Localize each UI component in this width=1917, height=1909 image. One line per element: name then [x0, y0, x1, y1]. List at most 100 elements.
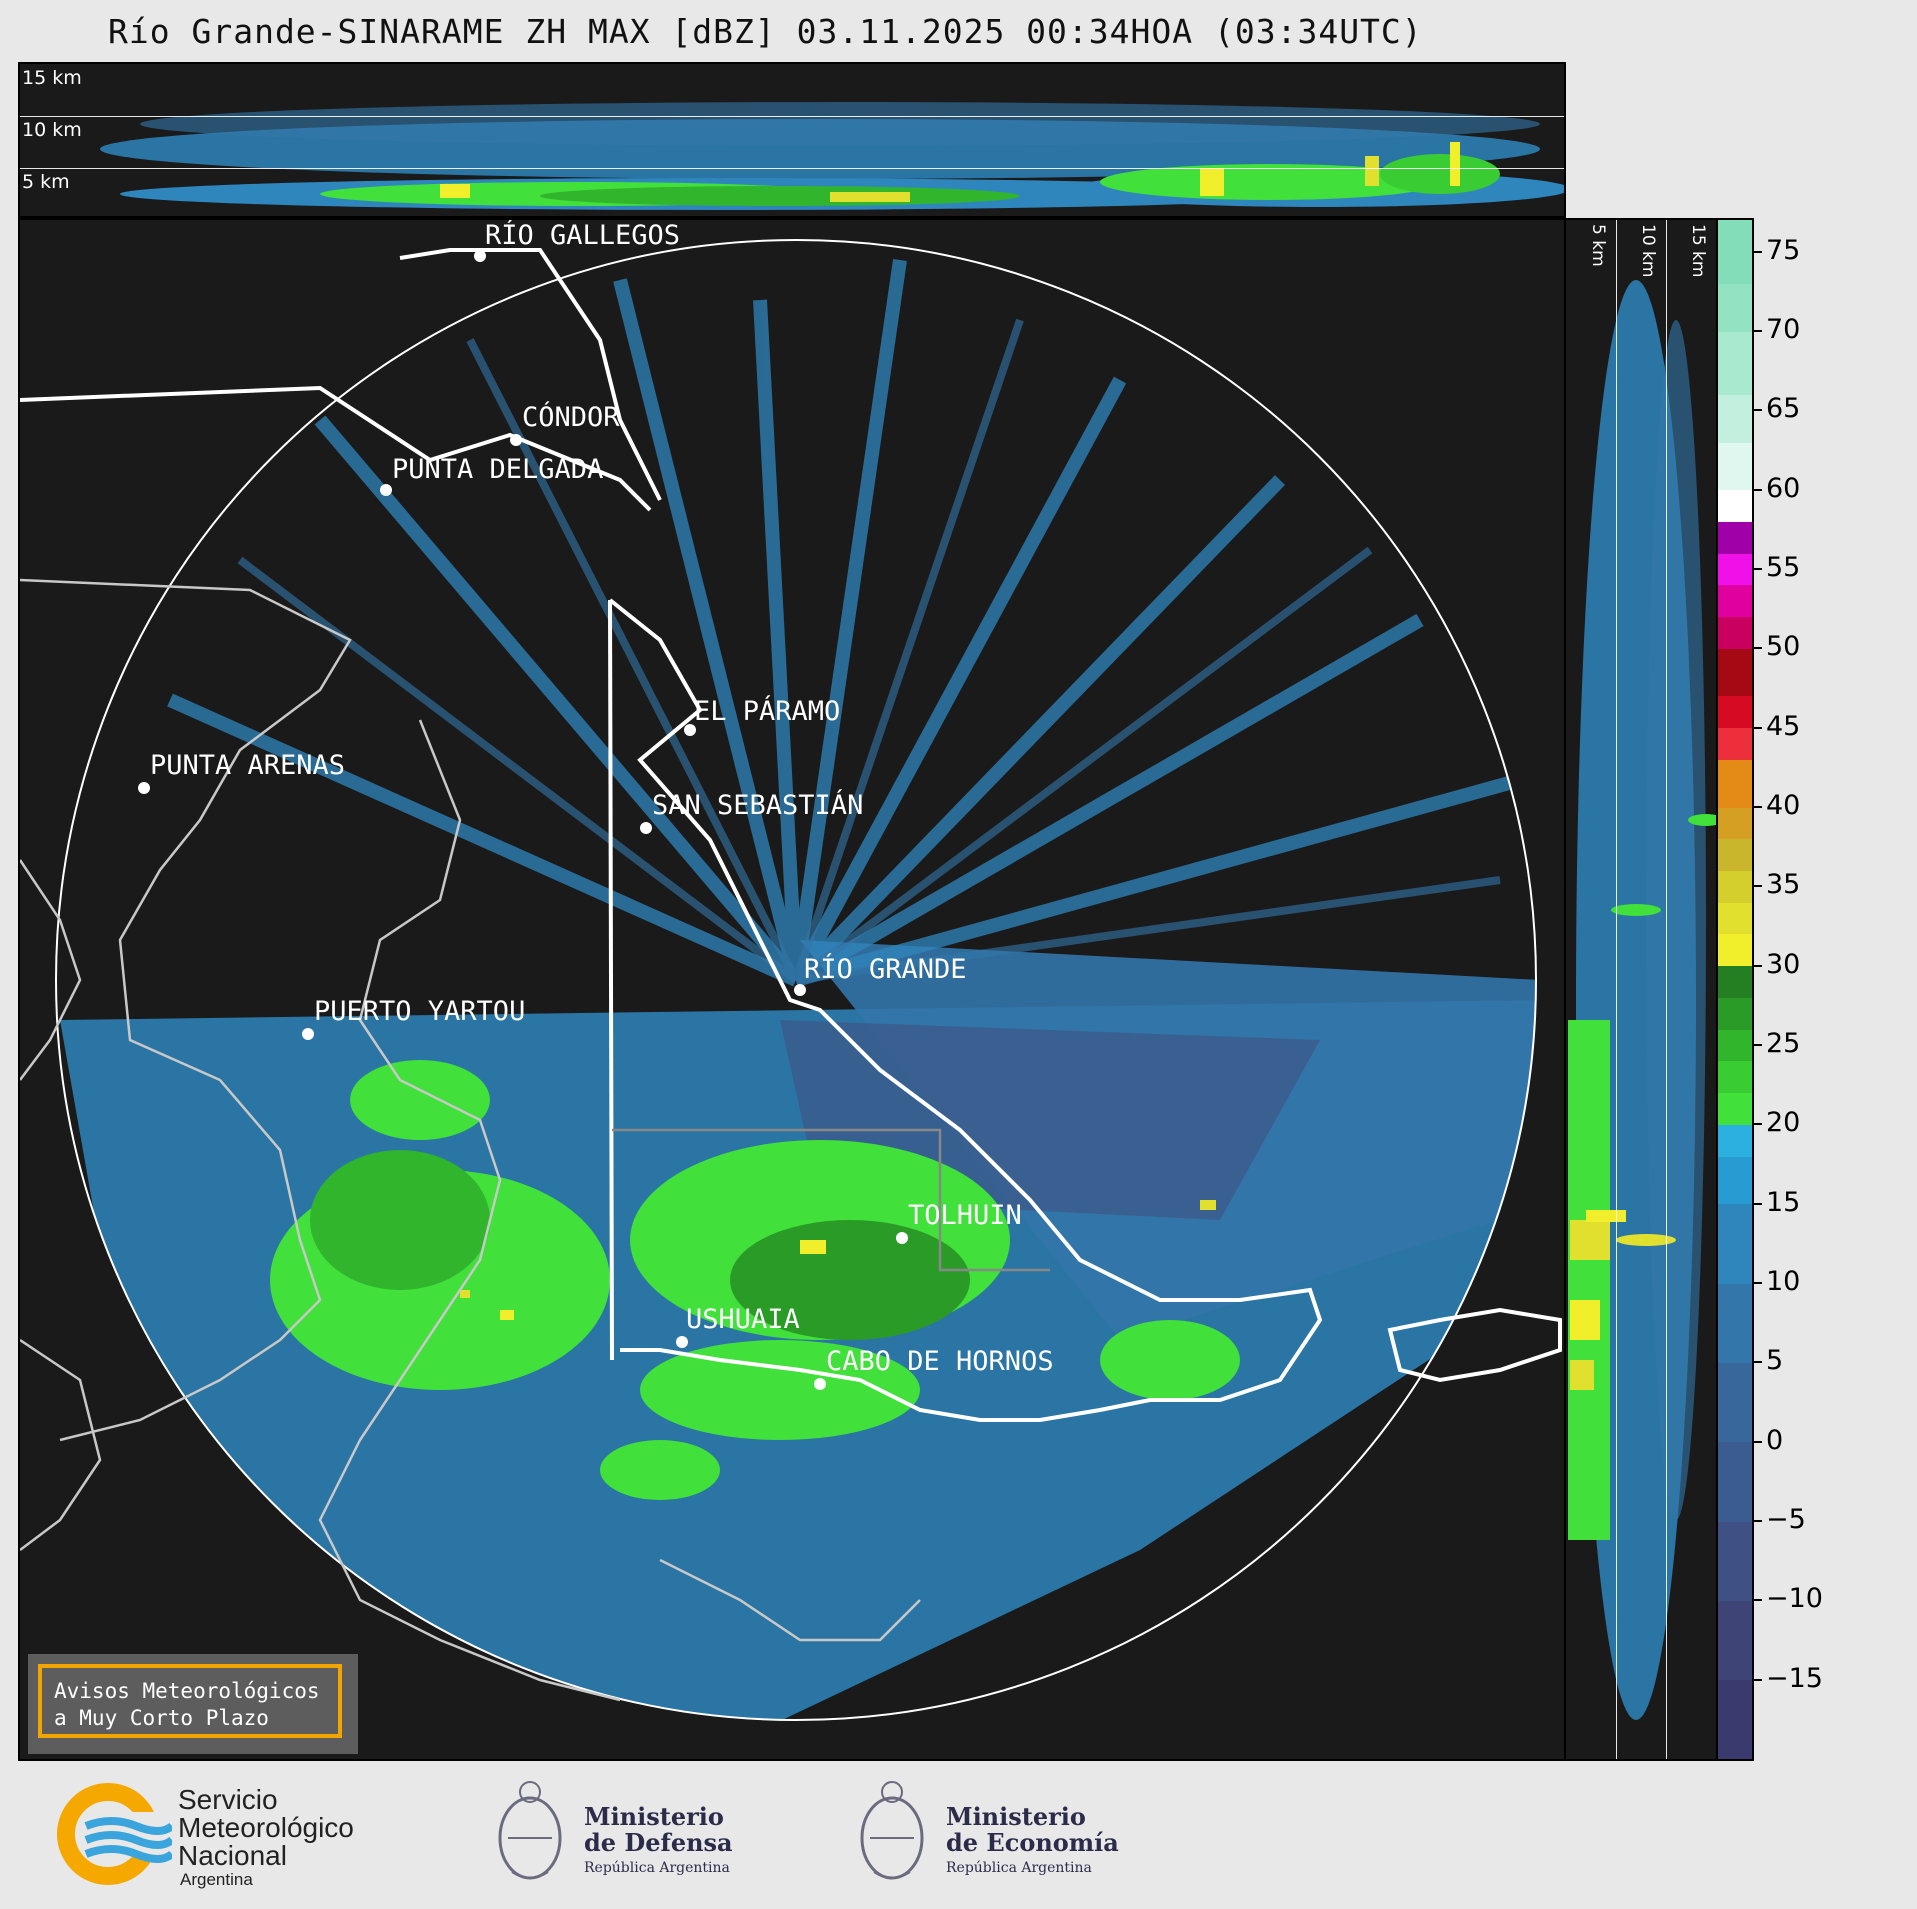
colorbar — [1716, 218, 1754, 1761]
city-marker — [302, 1028, 314, 1040]
city-label: TOLHUIN — [908, 1200, 1022, 1231]
colorbar-band — [1718, 553, 1752, 586]
warning-banner[interactable]: Avisos Meteorológicos a Muy Corto Plazo — [28, 1654, 358, 1754]
colorbar-band — [1718, 1283, 1752, 1363]
colorbar-tick — [1754, 1282, 1762, 1285]
height-label-15km: 15 km — [1688, 224, 1708, 278]
city-marker — [814, 1378, 826, 1390]
defensa-name: Ministerio de Defensa — [584, 1802, 733, 1857]
coat-of-arms-icon — [498, 1781, 562, 1880]
smn-country: Argentina — [180, 1870, 253, 1889]
side-profile-echo — [1568, 280, 1716, 1720]
colorbar-tick — [1754, 1123, 1762, 1126]
city-label: EL PÁRAMO — [694, 696, 841, 727]
colorbar-band — [1718, 1029, 1752, 1062]
colorbar-band — [1718, 648, 1752, 697]
colorbar-tick-label: 5 — [1766, 1345, 1784, 1377]
colorbar-band — [1718, 965, 1752, 998]
height-line-15km — [1666, 220, 1667, 1759]
height-label-10km: 10 km — [22, 119, 82, 141]
height-line-15km — [20, 116, 1564, 117]
colorbar-band — [1718, 902, 1752, 935]
colorbar-band — [1718, 997, 1752, 1030]
smn-logo-icon — [57, 1783, 172, 1885]
colorbar-band — [1718, 838, 1752, 871]
height-label-10km: 10 km — [1638, 224, 1658, 278]
colorbar-tick — [1754, 647, 1762, 650]
colorbar-tick — [1754, 488, 1762, 491]
colorbar-band — [1718, 727, 1752, 760]
colorbar-tick-label: 70 — [1766, 314, 1801, 346]
colorbar-tick-label: 25 — [1766, 1028, 1801, 1060]
city-label: RÍO GALLEGOS — [485, 220, 681, 251]
colorbar-band — [1718, 283, 1752, 332]
colorbar-tick-label: 30 — [1766, 948, 1801, 980]
city-label: CABO DE HORNOS — [826, 1346, 1054, 1377]
colorbar-band — [1718, 1600, 1752, 1681]
city-marker — [510, 434, 522, 446]
city-label: USHUAIA — [686, 1304, 800, 1335]
colorbar-tick — [1754, 1520, 1762, 1522]
side-height-profile-panel: 5 km 10 km 15 km — [1564, 218, 1718, 1761]
colorbar-band — [1718, 442, 1752, 491]
colorbar-tick-label: 20 — [1766, 1107, 1801, 1139]
colorbar-band — [1718, 521, 1752, 554]
radar-map[interactable]: RÍO GALLEGOS CÓNDOR PUNTA DELGADA EL PÁR… — [18, 218, 1566, 1761]
colorbar-band — [1718, 394, 1752, 443]
colorbar-band — [1718, 807, 1752, 840]
colorbar-tick-label: 60 — [1766, 472, 1801, 504]
colorbar-tick-label: −15 — [1766, 1662, 1823, 1694]
colorbar-band — [1718, 331, 1752, 395]
colorbar-tick-label: 10 — [1766, 1266, 1801, 1298]
city-marker — [640, 822, 652, 834]
colorbar-tick — [1754, 885, 1762, 888]
colorbar-tick-label: 15 — [1766, 1186, 1801, 1218]
height-line-10km — [1616, 220, 1617, 1759]
smn-name: Servicio Meteorológico Nacional — [178, 1784, 354, 1871]
colorbar-tick-label: 65 — [1766, 393, 1801, 425]
colorbar-tick-label: 35 — [1766, 869, 1801, 901]
coastlines — [20, 578, 921, 1702]
city-marker — [138, 782, 150, 794]
colorbar-band — [1718, 933, 1752, 967]
city-label: CÓNDOR — [522, 402, 620, 433]
colorbar-tick — [1754, 568, 1762, 571]
economia-name: Ministerio de Economía — [946, 1802, 1119, 1857]
colorbar-tick-label: 45 — [1766, 710, 1801, 742]
colorbar-band — [1718, 489, 1752, 522]
top-profile-echo — [100, 102, 1564, 210]
defensa-sub: República Argentina — [584, 1860, 730, 1876]
colorbar-band — [1718, 616, 1752, 649]
city-label: PUNTA ARENAS — [150, 750, 346, 781]
city-marker — [676, 1336, 688, 1348]
colorbar-tick-label: 50 — [1766, 631, 1801, 663]
colorbar-tick — [1754, 1440, 1762, 1443]
colorbar-tick-label: 75 — [1766, 234, 1801, 266]
coat-of-arms-icon — [860, 1781, 924, 1880]
height-label-5km: 5 km — [22, 171, 70, 193]
colorbar-tick-label: −5 — [1766, 1504, 1806, 1535]
city-marker — [474, 250, 486, 262]
city-label: SAN SEBASTIÁN — [652, 790, 864, 821]
colorbar-band — [1718, 1060, 1752, 1094]
borders — [20, 248, 1562, 1422]
warning-line-1: Avisos Meteorológicos — [54, 1679, 320, 1703]
colorbar-tick-label: 55 — [1766, 552, 1801, 584]
warning-banner-frame: Avisos Meteorológicos a Muy Corto Plazo — [38, 1664, 342, 1738]
colorbar-tick — [1754, 1202, 1762, 1205]
colorbar-tick — [1754, 1361, 1762, 1364]
colorbar-band — [1718, 1203, 1752, 1284]
colorbar-tick-label: −10 — [1766, 1583, 1823, 1615]
colorbar-band — [1718, 584, 1752, 618]
city-label: RÍO GRANDE — [804, 954, 967, 985]
colorbar-band — [1718, 1362, 1752, 1443]
colorbar-tick — [1754, 250, 1762, 253]
colorbar-band — [1718, 1679, 1752, 1760]
colorbar-tick — [1754, 1678, 1762, 1681]
colorbar-band — [1718, 1124, 1752, 1157]
colorbar-tick — [1754, 806, 1762, 809]
colorbar-tick — [1754, 964, 1762, 967]
colorbar-band — [1718, 1156, 1752, 1205]
top-height-profile-panel: 15 km 10 km 5 km — [18, 62, 1566, 218]
height-label-15km: 15 km — [22, 67, 82, 89]
